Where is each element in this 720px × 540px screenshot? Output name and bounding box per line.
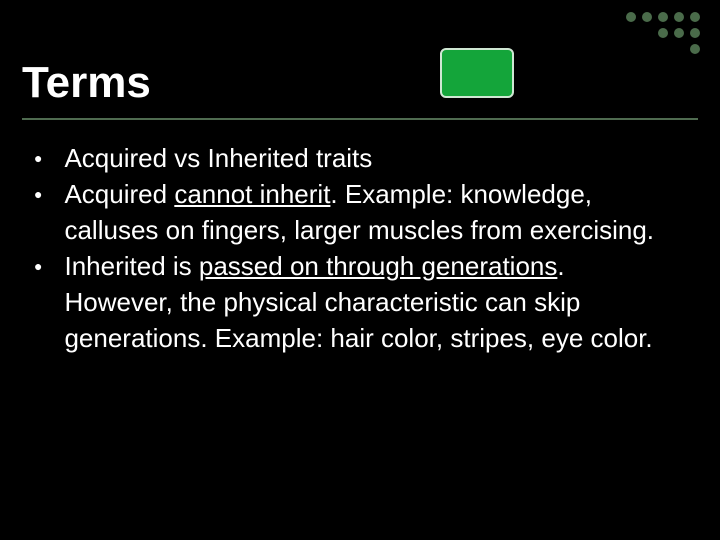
dot-row (626, 28, 700, 38)
dot-icon (690, 44, 700, 54)
bullet-marker-icon: ● (34, 248, 42, 284)
text-segment: Acquired (64, 179, 174, 209)
dot-icon (626, 12, 636, 22)
slide-title: Terms (22, 58, 151, 108)
text-segment: Acquired vs Inherited traits (64, 143, 372, 173)
bullet-item: ● Inherited is passed on through generati… (34, 248, 680, 356)
dot-icon (690, 28, 700, 38)
text-segment: Inherited is (64, 251, 198, 281)
bullet-text: Acquired vs Inherited traits (64, 140, 372, 176)
dot-row (626, 44, 700, 54)
dot-icon (642, 12, 652, 22)
underlined-phrase: cannot inherit (174, 179, 330, 209)
dot-icon (658, 28, 668, 38)
green-accent-box (440, 48, 514, 98)
bullet-item: ● Acquired vs Inherited traits (34, 140, 680, 176)
dot-row (626, 12, 700, 22)
bullet-item: ● Acquired cannot inherit. Example: knowl… (34, 176, 680, 248)
dot-icon (690, 12, 700, 22)
slide-body: ● Acquired vs Inherited traits ● Acquired c… (34, 140, 680, 356)
corner-dots-decoration (626, 12, 700, 54)
dot-icon (674, 28, 684, 38)
bullet-text: Inherited is passed on through generatio… (64, 248, 680, 356)
dot-icon (674, 12, 684, 22)
dot-icon (658, 12, 668, 22)
underlined-phrase: passed on through generations (199, 251, 558, 281)
bullet-marker-icon: ● (34, 176, 42, 212)
bullet-text: Acquired cannot inherit. Example: knowle… (64, 176, 680, 248)
title-underline-rule (22, 118, 698, 120)
bullet-marker-icon: ● (34, 140, 42, 176)
